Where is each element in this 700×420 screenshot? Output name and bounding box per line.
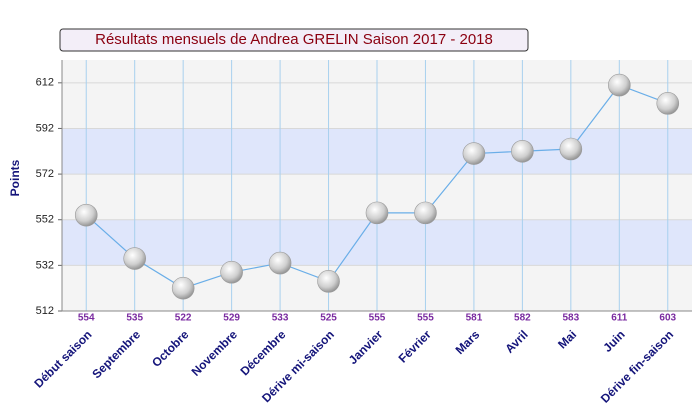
y-tick-label: 512	[36, 305, 54, 317]
value-label: 583	[563, 313, 580, 324]
marker	[559, 137, 583, 161]
marker	[414, 201, 437, 225]
x-tick-label: Janvier	[346, 327, 386, 367]
value-label: 535	[126, 313, 143, 324]
marker	[511, 139, 534, 163]
x-tick-label: Octobre	[149, 327, 192, 370]
y-tick-label: 612	[36, 77, 54, 89]
chart-title: Résultats mensuels de Andrea GRELIN Sais…	[95, 31, 493, 48]
marker	[608, 73, 631, 97]
plot-area	[62, 60, 692, 312]
x-tick-label: Novembre	[189, 327, 241, 379]
y-tick-label: 572	[36, 168, 54, 180]
title-box	[59, 28, 529, 52]
value-label: 555	[417, 313, 434, 324]
y-axis-label: Points	[8, 159, 22, 196]
marker	[656, 92, 680, 115]
y-tick-label: 552	[36, 214, 54, 226]
value-label: 582	[514, 313, 531, 324]
x-tick-label: Février	[396, 327, 434, 365]
value-label: 522	[175, 313, 192, 324]
marker	[123, 247, 146, 270]
value-label: 603	[659, 313, 676, 324]
marker	[268, 251, 292, 275]
value-label: 533	[272, 313, 289, 324]
value-label: 554	[78, 313, 95, 324]
x-tick-label: Avril	[502, 327, 530, 355]
y-tick-label: 532	[36, 259, 54, 271]
x-tick-label: Mars	[453, 327, 483, 357]
marker	[74, 203, 98, 227]
marker	[220, 260, 243, 284]
value-label: 529	[223, 313, 240, 324]
x-tick-label: Décembre	[238, 327, 289, 378]
x-tick-label: Mai	[555, 327, 579, 351]
value-label: 525	[320, 313, 337, 324]
x-tick-label: Juin	[600, 327, 627, 354]
value-label: 581	[466, 313, 483, 324]
x-tick-label: Début saison	[31, 327, 94, 390]
value-label: 555	[369, 313, 386, 324]
y-tick-label: 592	[36, 122, 54, 134]
value-label: 611	[611, 313, 628, 324]
marker	[317, 270, 340, 293]
marker	[171, 276, 195, 300]
x-tick-label: Septembre	[89, 327, 143, 381]
marker	[462, 142, 486, 165]
marker	[365, 201, 389, 225]
